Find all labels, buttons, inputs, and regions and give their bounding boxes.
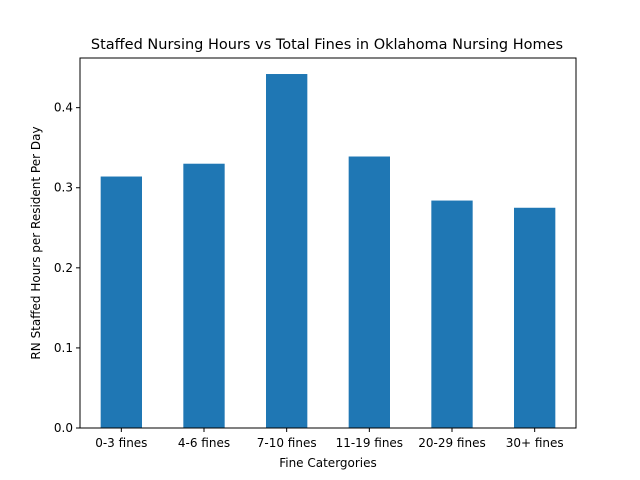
- x-tick-label: 20-29 fines: [418, 436, 485, 450]
- chart-title: Staffed Nursing Hours vs Total Fines in …: [91, 37, 563, 53]
- bar-2: [266, 74, 308, 428]
- bar-5: [514, 207, 556, 428]
- y-axis-label: RN Staffed Hours per Resident Per Day: [29, 126, 43, 359]
- y-tick-label: 0.4: [54, 101, 73, 115]
- y-tick-label: 0.2: [54, 261, 73, 275]
- plot-frame: [79, 57, 577, 429]
- bar-1: [183, 163, 225, 428]
- x-tick-label: 7-10 fines: [257, 436, 317, 450]
- y-tick-label: 0.1: [54, 341, 73, 355]
- bar-4: [431, 200, 473, 428]
- bar-0: [100, 176, 142, 428]
- y-tick-label: 0.0: [54, 421, 73, 435]
- x-tick-label: 4-6 fines: [178, 436, 230, 450]
- y-tick-label: 0.3: [54, 181, 73, 195]
- x-tick-label: 0-3 fines: [95, 436, 147, 450]
- bar-3: [348, 156, 390, 428]
- x-axis-ticks: 0-3 fines 4-6 fines 7-10 fines 11-19 fines 2…: [95, 428, 564, 450]
- y-axis-ticks: 0.0 0.1 0.2 0.3 0.4: [54, 101, 80, 435]
- x-tick-label: 11-19 fines: [336, 436, 403, 450]
- bars-group: [100, 74, 556, 428]
- x-axis-label: Fine Catergories: [279, 456, 377, 470]
- x-tick-label: 30+ fines: [506, 436, 564, 450]
